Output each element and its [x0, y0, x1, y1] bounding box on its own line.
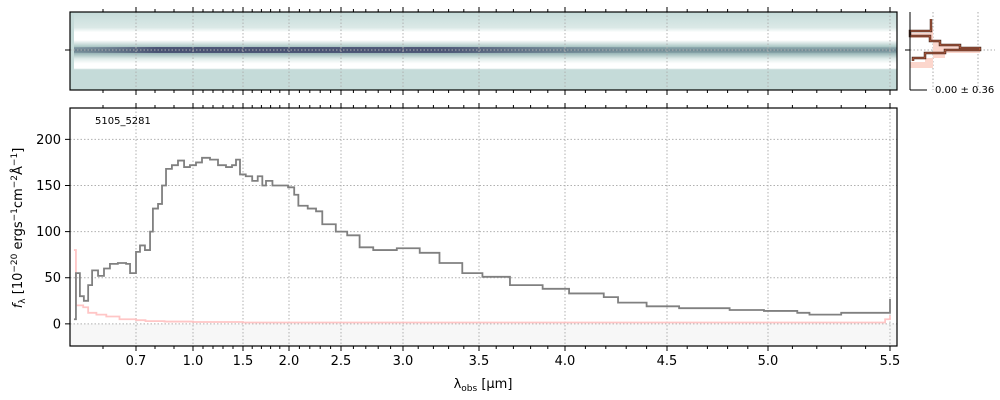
x-tick-label: 3.0 [393, 354, 414, 369]
object-label: 5105_5281 [95, 116, 151, 127]
spectrum-2d-frame [69, 11, 898, 91]
profile-fill [910, 20, 980, 68]
spectrum-1d-panel: 0.7 1.0 1.5 2.0 2.5 3.0 3.5 4.0 4.5 5.0 5.5 0 50 100 1… [10, 103, 900, 394]
spectrum-2d-trace [74, 47, 897, 53]
x-tick-label: 3.5 [469, 354, 490, 369]
x-tick-label: 4.0 [555, 354, 576, 369]
profile-label: 0.00 ± 0.36 [935, 85, 994, 96]
error-spectrum-line [73, 249, 891, 324]
x-tick-label: 1.0 [183, 354, 204, 369]
profile-panel: 0.00 ± 0.36 [905, 12, 995, 96]
x-tick-label: 0.7 [126, 354, 147, 369]
y-tick-label: 100 [36, 225, 61, 240]
negative-region-shade [70, 323, 897, 346]
x-tick-label: 5.0 [758, 354, 779, 369]
y-tick-label: 50 [44, 271, 61, 286]
x-tick-label: 5.5 [880, 354, 901, 369]
x-tick-label: 4.5 [657, 354, 678, 369]
flux-spectrum-line [73, 156, 891, 321]
spectrum-2d-panel [65, 7, 898, 95]
y-tick-label: 200 [36, 133, 61, 148]
spectrum-1d-frame [69, 107, 898, 347]
y-axis-label: fλ [10−20 ergs−1cm−2Å−1] [10, 148, 28, 309]
x-tick-label: 1.5 [233, 354, 254, 369]
y-tick-label: 0 [53, 317, 61, 332]
y-tick-label: 150 [36, 179, 61, 194]
x-tick-label: 2.0 [279, 354, 300, 369]
x-tick-label: 2.5 [331, 354, 352, 369]
x-axis-label: λobs [μm] [454, 377, 513, 394]
